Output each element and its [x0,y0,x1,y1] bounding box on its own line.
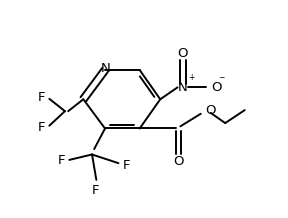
Text: N: N [178,81,188,94]
Text: F: F [38,91,46,104]
Text: O: O [206,104,216,117]
Text: +: + [189,73,195,82]
Text: O: O [173,155,184,168]
Text: F: F [38,121,46,134]
Text: F: F [122,159,130,172]
Text: O: O [178,47,188,60]
Text: F: F [92,184,99,197]
Text: −: − [218,73,224,82]
Text: N: N [101,62,111,75]
Text: O: O [211,81,222,94]
Text: F: F [57,155,65,167]
